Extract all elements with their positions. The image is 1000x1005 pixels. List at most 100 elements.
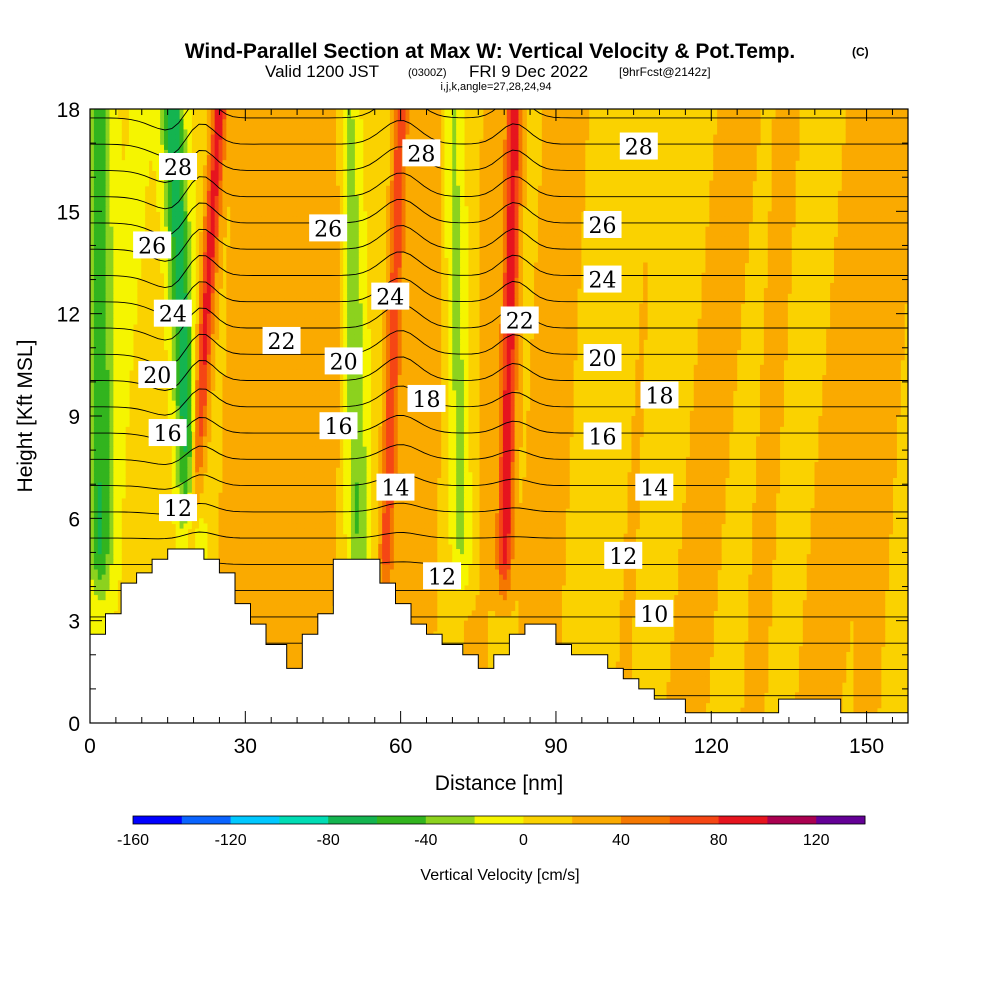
field-cell	[573, 175, 578, 182]
field-cell	[179, 257, 185, 264]
field-cell	[389, 180, 395, 187]
field-cell	[171, 252, 177, 258]
field-cell	[448, 226, 453, 233]
field-cell	[121, 262, 126, 269]
field-cell	[491, 272, 496, 279]
field-cell	[576, 201, 582, 207]
field-cell	[872, 221, 878, 228]
field-cell	[187, 277, 192, 284]
field-cell	[241, 226, 247, 233]
field-cell	[483, 144, 488, 151]
field-cell	[249, 134, 255, 141]
field-cell	[740, 170, 745, 177]
field-cell	[350, 277, 356, 284]
field-cell	[545, 114, 551, 120]
field-cell	[522, 144, 527, 151]
field-cell	[841, 165, 847, 171]
field-cell	[557, 175, 562, 182]
field-cell	[444, 155, 449, 161]
field-cell	[167, 206, 173, 212]
field-cell	[499, 277, 504, 284]
field-cell	[343, 155, 348, 161]
field-cell	[857, 175, 862, 182]
field-cell	[861, 185, 866, 192]
field-cell	[724, 277, 730, 284]
field-cell	[428, 190, 434, 197]
field-cell	[241, 282, 247, 289]
field-cell	[386, 216, 391, 223]
field-cell	[452, 155, 457, 161]
field-cell	[491, 247, 496, 253]
field-cell	[347, 277, 352, 284]
field-cell	[218, 139, 224, 146]
field-cell	[444, 211, 449, 218]
field-cell	[280, 267, 286, 274]
field-cell	[861, 195, 866, 202]
field-cell	[222, 149, 227, 156]
field-cell	[179, 114, 185, 120]
field-cell	[833, 262, 839, 269]
field-cell	[569, 124, 574, 131]
field-cell	[413, 180, 418, 187]
field-cell	[495, 170, 500, 177]
field-cell	[331, 129, 336, 136]
field-cell	[218, 206, 224, 212]
field-cell	[276, 114, 282, 120]
field-cell	[569, 242, 574, 248]
field-cell	[164, 129, 169, 136]
field-cell	[892, 160, 897, 166]
field-cell	[136, 195, 142, 202]
field-cell	[389, 160, 395, 166]
field-cell	[748, 129, 753, 136]
field-cell	[265, 247, 270, 253]
field-cell	[175, 247, 181, 253]
field-cell	[273, 257, 278, 264]
field-cell	[549, 211, 555, 218]
field-cell	[218, 247, 224, 253]
field-cell	[783, 129, 788, 136]
field-cell	[876, 231, 882, 238]
field-cell	[845, 211, 851, 218]
field-cell	[479, 190, 485, 197]
field-cell	[101, 267, 107, 274]
field-cell	[335, 190, 340, 197]
field-cell	[732, 165, 738, 171]
field-cell	[736, 155, 742, 161]
field-cell	[724, 206, 730, 212]
field-cell	[506, 185, 512, 192]
field-cell	[222, 190, 227, 197]
field-cell	[499, 165, 504, 171]
field-cell	[183, 211, 188, 218]
field-cell	[779, 124, 784, 131]
field-cell	[175, 211, 181, 218]
field-cell	[160, 257, 165, 264]
field-cell	[90, 226, 95, 233]
field-cell	[296, 277, 301, 284]
field-cell	[226, 129, 231, 136]
field-cell	[253, 155, 259, 161]
field-cell	[214, 119, 220, 125]
field-cell	[487, 114, 492, 120]
field-cell	[869, 134, 874, 141]
field-cell	[428, 175, 434, 182]
field-cell	[280, 119, 286, 125]
field-cell	[261, 226, 266, 233]
field-cell	[90, 195, 95, 202]
field-cell	[522, 129, 527, 136]
field-cell	[436, 236, 442, 243]
field-cell	[853, 201, 858, 207]
field-cell	[280, 144, 286, 151]
field-cell	[884, 206, 890, 212]
field-cell	[93, 252, 99, 258]
field-cell	[97, 257, 103, 264]
field-cell	[573, 109, 578, 115]
field-cell	[234, 288, 239, 294]
field-cell	[393, 114, 399, 120]
field-cell	[249, 201, 255, 207]
field-cell	[487, 231, 492, 238]
field-cell	[857, 252, 862, 258]
field-cell	[265, 139, 270, 146]
field-cell	[183, 129, 188, 136]
field-cell	[389, 257, 395, 264]
field-cell	[292, 190, 298, 197]
